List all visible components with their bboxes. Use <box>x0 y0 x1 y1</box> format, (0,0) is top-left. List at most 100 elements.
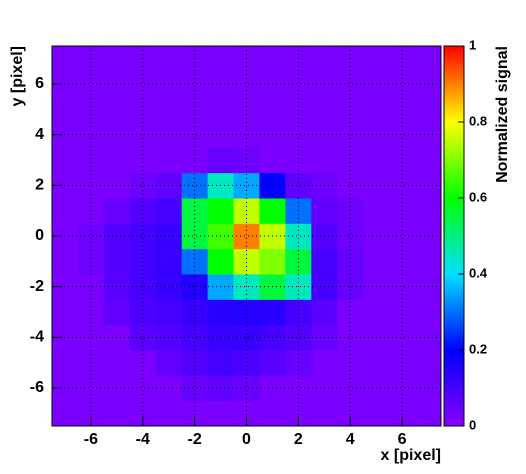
heatmap-cell <box>103 71 131 98</box>
heatmap-cell <box>181 375 209 402</box>
heatmap-cell <box>415 147 442 174</box>
heatmap-cell <box>129 71 157 98</box>
heatmap-cell <box>259 147 286 174</box>
heatmap-cell <box>52 248 79 275</box>
heatmap-cell <box>233 223 260 250</box>
heatmap-cell <box>207 299 235 326</box>
heatmap-cell <box>415 46 442 72</box>
z-tick-label: 1 <box>469 37 476 52</box>
heatmap-cell <box>103 324 131 351</box>
x-tick-label: -6 <box>84 431 98 448</box>
heatmap-cell <box>103 274 131 300</box>
heatmap-cell <box>363 400 390 427</box>
y-tick-label: -4 <box>30 329 44 346</box>
heatmap-cell <box>259 46 286 72</box>
heatmap-cell <box>389 147 416 174</box>
heatmap-cell <box>207 147 235 174</box>
heatmap-cell <box>259 400 286 427</box>
heatmap-cell <box>311 96 338 123</box>
heatmap-cell <box>337 223 364 250</box>
x-axis-label: x [pixel] <box>381 447 441 464</box>
heatmap-cell <box>155 350 183 376</box>
heatmap-cell <box>155 96 183 123</box>
heatmap-cell <box>363 198 390 224</box>
z-tick-label: 0 <box>469 417 476 432</box>
heatmap-cell <box>415 350 442 376</box>
heatmap-cell <box>259 350 286 376</box>
heatmap-cell <box>311 248 338 275</box>
heatmap-cell <box>52 147 79 174</box>
x-tick-label: 4 <box>346 431 355 448</box>
heatmap-cell <box>103 46 131 72</box>
z-axis-label: Normalized signal <box>494 46 511 183</box>
x-tick-label: -2 <box>188 431 202 448</box>
heatmap-cell <box>103 299 131 326</box>
heatmap-cell <box>415 248 442 275</box>
y-axis-label: y [pixel] <box>9 46 26 106</box>
heatmap-cell <box>181 223 209 250</box>
heatmap-cell <box>155 198 183 224</box>
heatmap-cell <box>129 375 157 402</box>
heatmap-cell <box>363 248 390 275</box>
heatmap-cell <box>103 248 131 275</box>
heatmap-cell <box>415 299 442 326</box>
heatmap-cell <box>103 198 131 224</box>
heatmap-cell <box>415 400 442 427</box>
heatmap-cell <box>389 71 416 98</box>
heatmap-cell <box>207 400 235 427</box>
heatmap-cell <box>259 248 286 275</box>
heatmap-cell <box>233 299 260 326</box>
y-tick-label: -2 <box>30 278 44 295</box>
heatmap-cell <box>389 223 416 250</box>
heatmap-cell <box>233 147 260 174</box>
heatmap-cell <box>259 96 286 123</box>
z-tick-label: 0.6 <box>469 189 487 204</box>
heatmap-cell <box>129 223 157 250</box>
heatmap-cell <box>259 198 286 224</box>
heatmap-cell <box>103 122 131 148</box>
heatmap-cell <box>155 46 183 72</box>
heatmap-cell <box>233 71 260 98</box>
y-tick-label: 0 <box>35 227 44 244</box>
heatmap-cell <box>207 96 235 123</box>
heatmap-cell <box>207 248 235 275</box>
heatmap-cell <box>52 400 79 427</box>
heatmap-cell <box>363 96 390 123</box>
heatmap-cell <box>77 71 105 98</box>
x-tick-label: 0 <box>242 431 251 448</box>
heatmap-cell <box>415 96 442 123</box>
heatmap-cell <box>285 147 312 174</box>
heatmap-cell <box>52 96 79 123</box>
heatmap-cell <box>363 147 390 174</box>
heatmap-cell <box>155 299 183 326</box>
heatmap-cell <box>103 147 131 174</box>
x-tick-label: -4 <box>136 431 150 448</box>
heatmap-cell <box>155 400 183 427</box>
heatmap-cell <box>311 400 338 427</box>
heatmap-cell <box>77 299 105 326</box>
y-tick-label: -6 <box>30 379 44 396</box>
heatmap-cell <box>129 147 157 174</box>
heatmap-cell <box>311 46 338 72</box>
heatmap-cell <box>103 172 131 199</box>
heatmap-cell <box>181 71 209 98</box>
heatmap-cell <box>77 147 105 174</box>
heatmap-cell <box>103 350 131 376</box>
heatmap-cell <box>233 375 260 402</box>
heatmap-cell <box>285 299 312 326</box>
heatmap-cell <box>207 46 235 72</box>
heatmap-cell <box>129 299 157 326</box>
heatmap-cell <box>52 198 79 224</box>
heatmap-cell <box>103 400 131 427</box>
z-tick-label: 0.8 <box>469 113 487 128</box>
heatmap-cell <box>77 223 105 250</box>
color-bar <box>443 45 465 427</box>
heatmap-cell <box>52 46 79 72</box>
y-tick-label: 2 <box>35 177 44 194</box>
heatmap-cell <box>285 375 312 402</box>
overlay <box>51 45 442 427</box>
z-tick-label: 0.2 <box>469 341 487 356</box>
plot-frame <box>51 45 442 427</box>
x-tick-label: 6 <box>398 431 407 448</box>
